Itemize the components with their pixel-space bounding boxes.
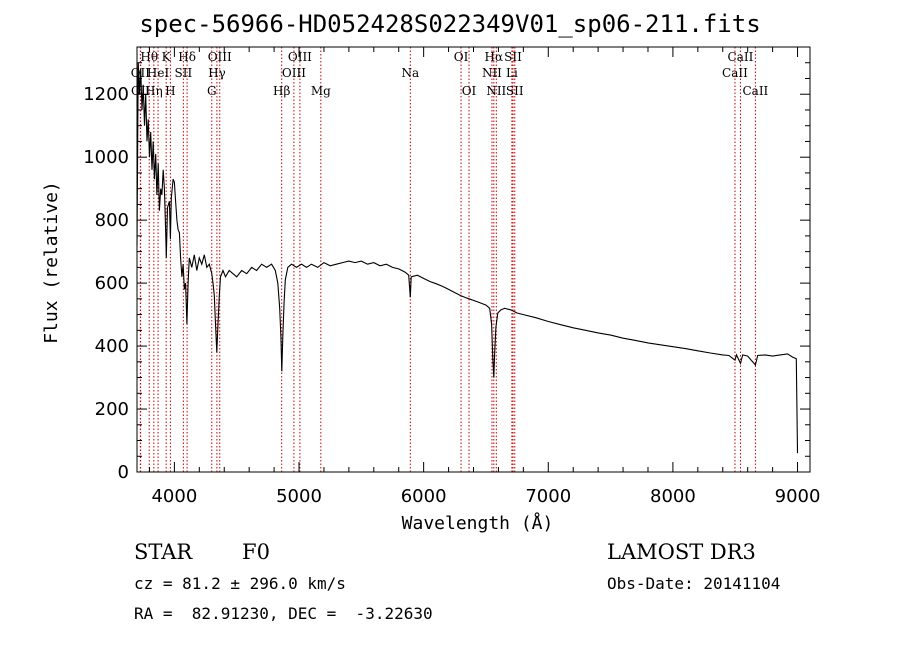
line-marker-label-18: OI: [462, 84, 477, 98]
line-marker-label-22: Li: [506, 66, 518, 80]
y-tick-label-400: 400: [95, 336, 129, 357]
x-tick-label-5000: 5000: [276, 486, 322, 507]
series-line-flux: [136, 62, 799, 454]
line-marker-label-7: SII: [175, 66, 193, 80]
line-marker-label-9: G: [207, 84, 217, 98]
observation-date: Obs-Date: 20141104: [607, 574, 781, 593]
line-marker-label-13: OIII: [282, 66, 306, 80]
line-marker-label-27: CaII: [742, 84, 768, 98]
line-marker-label-6: H: [165, 84, 175, 98]
line-marker-label-2: Hθ: [140, 50, 158, 64]
line-marker-label-4: HeI: [147, 66, 170, 80]
line-marker-label-3: Hη: [145, 84, 163, 98]
x-tick-label-8000: 8000: [650, 486, 696, 507]
line-marker-label-19: NII: [482, 66, 502, 80]
line-marker-label-20: Hα: [485, 50, 504, 64]
y-tick-label-1000: 1000: [83, 147, 129, 168]
line-marker-label-12: Hβ: [273, 84, 290, 98]
x-tick-label-6000: 6000: [401, 486, 447, 507]
line-marker-label-group: OIIOIIHθHηHeIKHSIIHδGHγOIIIHβOIIIOIIIMgN…: [131, 50, 769, 98]
line-marker-label-21: NII: [486, 84, 506, 98]
line-marker-label-26: CaII: [728, 50, 754, 64]
line-marker-label-5: K: [162, 50, 172, 64]
axes-group: 4000 5000 6000 7000 8000 9000 0 200 400 600 800 100…: [41, 46, 821, 534]
chart-title: spec-56966-HD052428S022349V01_sp06-211.f…: [139, 10, 761, 38]
series-group: [136, 62, 799, 454]
y-axis-label: Flux (relative): [41, 181, 62, 344]
object-subclass: F0: [242, 540, 270, 564]
x-tick-label-4000: 4000: [151, 486, 197, 507]
plot-frame: [136, 46, 811, 473]
object-class: STAR: [134, 540, 193, 564]
survey-name: LAMOST DR3: [607, 540, 756, 564]
line-marker-group: [139, 47, 756, 472]
line-marker-label-25: CaII: [722, 66, 748, 80]
y-tick-label-200: 200: [95, 399, 129, 420]
x-tick-label-7000: 7000: [525, 486, 571, 507]
line-marker-label-15: Mg: [311, 84, 331, 98]
line-marker-label-16: Na: [401, 66, 419, 80]
x-axis-label: Wavelength (Å): [402, 512, 554, 534]
y-tick-label-0: 0: [118, 462, 129, 483]
line-marker-label-10: Hγ: [208, 66, 226, 80]
line-marker-label-17: OI: [454, 50, 469, 64]
y-tick-label-1200: 1200: [83, 84, 129, 105]
line-marker-label-23: SII: [504, 50, 522, 64]
y-tick-label-800: 800: [95, 210, 129, 231]
line-marker-label-11: OIII: [208, 50, 232, 64]
line-marker-label-14: OIII: [288, 50, 312, 64]
line-marker-label-24: SII: [506, 84, 524, 98]
x-tick-label-9000: 9000: [775, 486, 821, 507]
y-tick-label-600: 600: [95, 273, 129, 294]
redshift-cz: cz = 81.2 ± 296.0 km/s: [134, 574, 346, 593]
line-marker-label-8: Hδ: [178, 50, 196, 64]
ra-dec-coordinates: RA = 82.91230, DEC = -3.22630: [134, 604, 433, 623]
